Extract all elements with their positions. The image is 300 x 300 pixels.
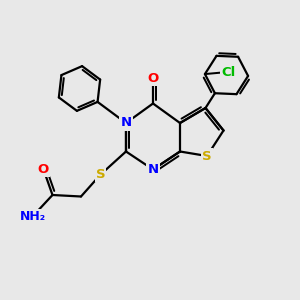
Text: O: O (38, 163, 49, 176)
Text: S: S (202, 149, 212, 163)
Text: N: N (120, 116, 132, 130)
Text: N: N (147, 163, 159, 176)
Text: O: O (147, 71, 159, 85)
Text: S: S (96, 168, 105, 181)
Text: Cl: Cl (221, 66, 235, 79)
Text: NH₂: NH₂ (20, 209, 46, 223)
